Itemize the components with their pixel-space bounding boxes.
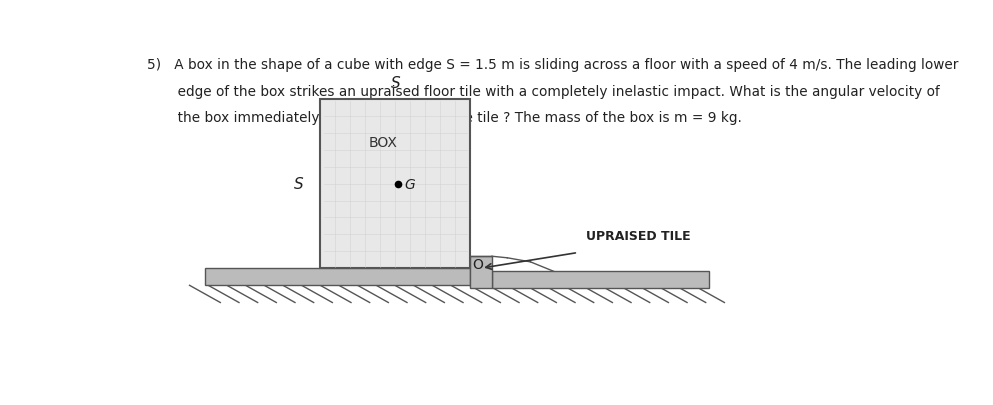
Text: edge of the box strikes an upraised floor tile with a completely inelastic impac: edge of the box strikes an upraised floo… bbox=[147, 85, 940, 98]
Text: G: G bbox=[404, 177, 415, 191]
Text: 5)   A box in the shape of a cube with edge S = 1.5 m is sliding across a floor : 5) A box in the shape of a cube with edg… bbox=[147, 58, 958, 72]
Text: O: O bbox=[473, 258, 484, 271]
Text: S: S bbox=[294, 177, 304, 192]
Text: S: S bbox=[390, 76, 400, 91]
Bar bbox=[471, 257, 492, 289]
Text: the box immediately after  the box hits the tile ? The mass of the box is m = 9 : the box immediately after the box hits t… bbox=[147, 111, 742, 125]
Bar bbox=[205, 269, 471, 286]
Bar bbox=[492, 272, 709, 289]
Text: UPRAISED TILE: UPRAISED TILE bbox=[586, 229, 690, 242]
Text: BOX: BOX bbox=[369, 135, 398, 149]
Bar bbox=[321, 100, 471, 269]
